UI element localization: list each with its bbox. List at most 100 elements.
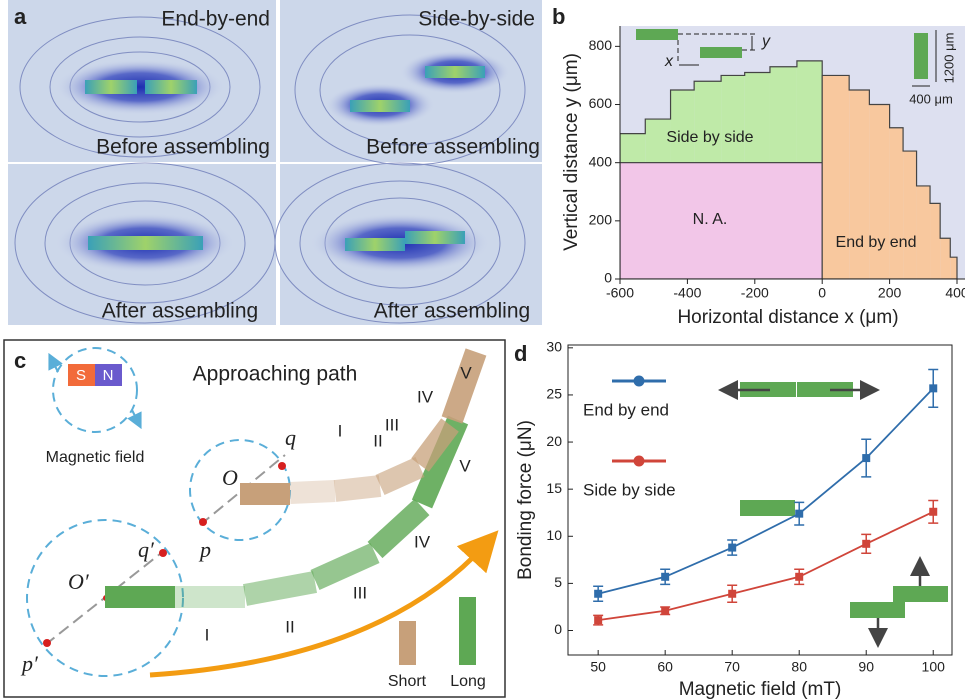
region-step [671,90,695,163]
y-tick-label: 10 [546,527,562,543]
sim-caption: After assembling [374,300,530,323]
field-label: Magnetic field [46,449,145,466]
magnet-pole: N [103,367,114,384]
y-axis-label: Vertical distance y (μm) [561,53,582,251]
stage-label: I [205,625,210,644]
panel-d: d Magnetic field (mT) Bonding force (μN) [514,341,948,699]
data-point [728,590,736,598]
x-tick-label: -200 [741,285,769,301]
inset-label: 400 μm [909,91,953,106]
region-step [694,81,721,162]
inset-bar [914,33,928,79]
data-point [795,573,803,581]
y-tick-label: 200 [589,212,613,228]
sim-caption: After assembling [102,300,258,323]
region-step [745,73,770,163]
region-step [797,61,822,163]
data-point [661,607,669,615]
legend-label: Short [388,673,427,690]
point-label: q [285,425,296,450]
region-step [917,186,930,279]
stage-label: IV [417,387,434,406]
region-step [950,257,957,279]
region-step [770,67,797,163]
x-tick-label: 400 [945,285,965,301]
inset-bar [636,29,678,40]
x-axis-label: Horizontal distance x (μm) [677,307,898,328]
data-point [728,544,736,552]
data-point [594,616,602,624]
y-tick-label: 600 [589,95,613,111]
sim-title: End-by-end [161,8,270,31]
legend-marker [634,456,645,467]
y-tick-label: 0 [554,621,562,637]
y-tick-label: 0 [604,270,612,286]
data-point [929,508,937,516]
region-step [620,134,645,163]
x-tick-label: -400 [673,285,701,301]
x-tick-label: 90 [858,659,874,675]
y-tick-label: 20 [546,433,562,449]
data-point [661,573,669,581]
x-tick-label: 70 [724,659,740,675]
y-tick-label: 15 [546,480,562,496]
region-step [930,203,940,279]
point-label: O [222,465,238,490]
stage-label: I [338,421,343,440]
inset-bar [700,47,742,58]
stage-label: III [353,583,367,602]
point-label: p [198,537,211,562]
y-tick-label: 30 [546,339,562,355]
point-label: q′ [138,537,155,562]
panel-c: c Approaching path S N Magnetic field [4,340,505,697]
stage-label: III [385,415,399,434]
region-step [903,151,916,279]
y-tick-label: 25 [546,386,562,402]
sim-caption: Before assembling [96,136,270,159]
region-step [890,128,903,279]
data-point [862,454,870,462]
legend-label: Side by side [583,480,676,499]
stage-label: IV [414,532,431,551]
sim-caption: Before assembling [366,136,540,159]
data-point [929,384,937,392]
region-step [869,105,889,279]
x-axis-label: Magnetic field (mT) [679,679,842,699]
legend-label: End by end [583,400,669,419]
panel-label: b [552,4,565,29]
data-point [594,590,602,598]
x-tick-label: 60 [657,659,673,675]
stage-label: II [285,617,294,636]
x-tick-label: 50 [590,659,606,675]
inset-label: 1200 μm [941,33,956,84]
point-label: O′ [68,569,90,594]
region-step [940,238,950,279]
figure: a End-by-end Side-by-side Before assembl… [0,0,965,699]
page: { "panel_a": {"label": "a", "titles": ["… [0,0,965,699]
y-axis-label: Bonding force (μN) [515,420,536,580]
region-step [721,75,745,162]
region-label: N. A. [693,211,728,228]
x-tick-label: 0 [818,285,826,301]
y-tick-label: 400 [589,153,613,169]
stage-label: V [459,456,471,475]
region-label: Side by side [666,129,753,146]
inset-label: x [664,53,674,70]
data-point [795,510,803,518]
x-tick-label: 200 [878,285,902,301]
panel-a: a End-by-end Side-by-side Before assembl… [8,0,542,325]
sim-title: Side-by-side [418,8,535,31]
inset-label: y [761,33,771,50]
panel-label: a [14,4,27,29]
point-label: p′ [20,651,39,676]
panel-label: c [14,348,26,373]
legend-label: Long [450,673,486,690]
magnet-pole: S [76,367,86,384]
y-tick-label: 5 [554,574,562,590]
region-label: End by end [836,234,917,251]
data-point [862,540,870,548]
stage-label: V [460,363,472,382]
diagram-title: Approaching path [193,363,358,386]
x-tick-label: 80 [791,659,807,675]
panel-label: d [514,341,527,366]
